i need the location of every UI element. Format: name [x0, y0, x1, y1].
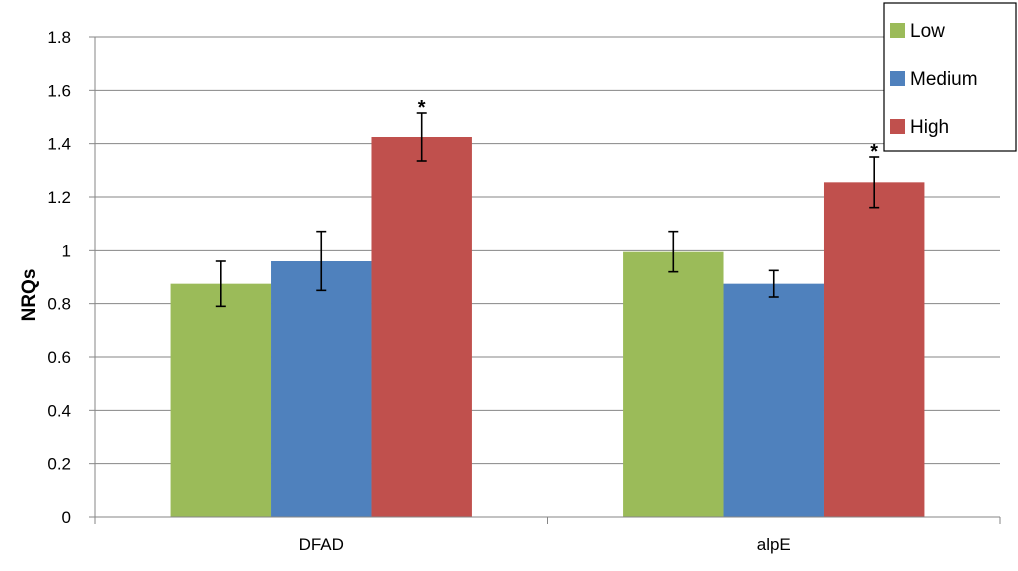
- y-tick-label: 0.6: [47, 348, 71, 367]
- error-bar: [668, 230, 679, 273]
- legend: Low Medium High: [883, 2, 1017, 152]
- legend-swatch-low: [890, 23, 905, 38]
- y-tick-labels: 0 0.2 0.4 0.6 0.8 1 1.2 1.4 1.6 1.8: [47, 28, 95, 527]
- axes: [94, 37, 1001, 524]
- y-tick-label: 0.4: [47, 401, 71, 420]
- bar-low-alpe: [623, 251, 724, 517]
- bar-low-dfad: [170, 283, 272, 517]
- x-category-label: DFAD: [299, 535, 344, 554]
- legend-label-high: High: [910, 117, 949, 138]
- y-tick-label: 1.4: [47, 135, 71, 154]
- bar-high-alpe: [823, 182, 925, 518]
- legend-label-low: Low: [910, 21, 945, 42]
- error-bar: [869, 156, 880, 209]
- legend-swatch-medium: [890, 71, 905, 86]
- legend-label-medium: Medium: [910, 69, 978, 90]
- significance-marker: *: [870, 141, 878, 163]
- y-tick-label: 1.8: [47, 28, 71, 47]
- bars: [170, 137, 925, 518]
- annotations: **: [418, 97, 879, 163]
- error-bars: [215, 112, 880, 308]
- bar-high-dfad: [371, 137, 472, 517]
- x-category-labels: DFAD alpE: [299, 535, 791, 554]
- error-bar: [215, 260, 226, 308]
- bar-medium-dfad: [271, 261, 372, 517]
- error-bar: [316, 230, 327, 292]
- y-tick-label: 0: [62, 508, 71, 527]
- significance-marker: *: [418, 97, 426, 119]
- x-category-label: alpE: [757, 535, 791, 554]
- y-tick-label: 1.2: [47, 188, 71, 207]
- error-bar: [416, 112, 427, 162]
- legend-box: [883, 2, 1017, 152]
- y-axis-label: NRQs: [19, 269, 40, 322]
- y-tick-label: 1: [62, 241, 71, 260]
- y-tick-label: 1.6: [47, 81, 71, 100]
- legend-swatch-high: [890, 119, 905, 134]
- y-tick-label: 0.8: [47, 295, 71, 314]
- error-bar: [768, 269, 779, 298]
- y-tick-label: 0.2: [47, 455, 71, 474]
- bar-medium-alpe: [723, 283, 824, 517]
